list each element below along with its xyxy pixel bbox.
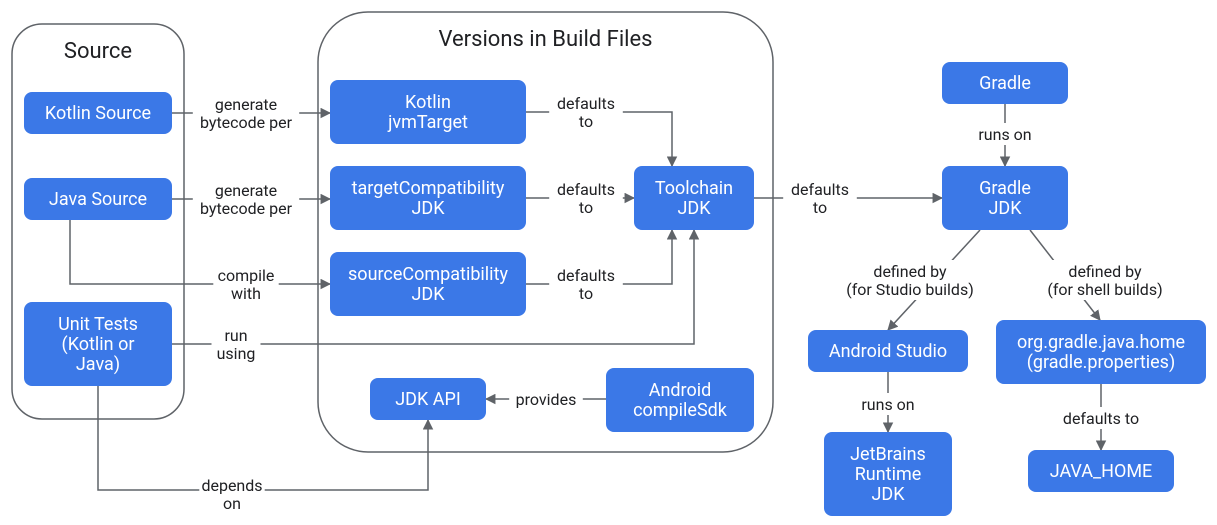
node-label: Android Studio — [829, 341, 947, 362]
node-label: Java Source — [49, 189, 147, 210]
node-label: JDK API — [395, 389, 461, 410]
diagram-canvas: SourceVersions in Build Filesgeneratebyt… — [0, 0, 1217, 525]
edge-n_java_src-n_source_jdk — [70, 220, 330, 284]
node-label: Gradle — [979, 73, 1031, 94]
group-title: Versions in Build Files — [438, 27, 652, 52]
node-label: org.gradle.java.home(gradle.properties) — [1017, 332, 1185, 373]
node-label: Kotlin Source — [45, 103, 151, 124]
edge-label: runs on — [861, 395, 914, 414]
edge-label: runs on — [978, 125, 1031, 144]
edge-label: provides — [516, 390, 577, 409]
group-title: Source — [64, 39, 132, 64]
node-label: JAVA_HOME — [1050, 461, 1153, 482]
edge-label: defaults to — [1063, 409, 1139, 428]
